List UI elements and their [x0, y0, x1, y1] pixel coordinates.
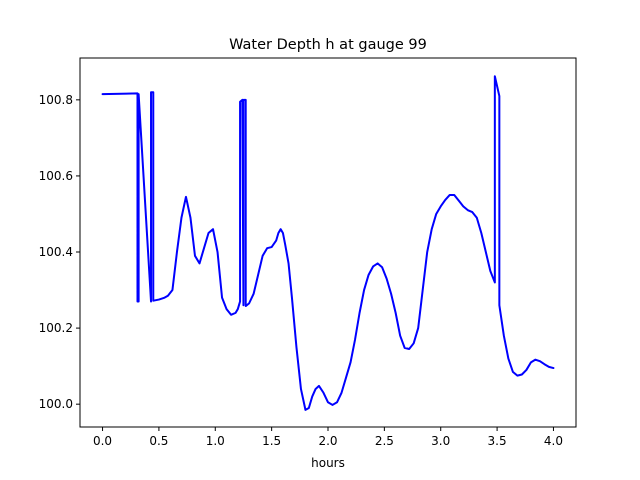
y-tick-label: 100.0 [39, 397, 73, 411]
x-tick-label: 3.0 [431, 434, 450, 448]
x-axis-label: hours [311, 456, 345, 470]
x-tick-label: 1.0 [206, 434, 225, 448]
x-tick-label: 2.5 [375, 434, 394, 448]
x-tick-label: 3.5 [488, 434, 507, 448]
y-tick-label: 100.8 [39, 93, 73, 107]
chart-title: Water Depth h at gauge 99 [229, 37, 427, 53]
x-tick-label: 2.0 [318, 434, 337, 448]
series-line-0 [101, 75, 555, 411]
x-tick-label: 0.0 [93, 434, 112, 448]
plot-frame [79, 57, 577, 428]
plot-area [101, 75, 555, 411]
x-tick-label: 4.0 [544, 434, 563, 448]
y-tick-label: 100.4 [39, 245, 73, 259]
x-axis: 0.0 0.5 1.0 1.5 2.0 2.5 3.0 3.5 4.0 [93, 427, 563, 448]
y-tick-label: 100.2 [39, 321, 73, 335]
y-tick-label: 100.6 [39, 169, 73, 183]
x-tick-label: 1.5 [262, 434, 281, 448]
x-tick-label: 0.5 [149, 434, 168, 448]
y-axis: 100.0 100.2 100.4 100.6 100.8 [39, 93, 80, 411]
